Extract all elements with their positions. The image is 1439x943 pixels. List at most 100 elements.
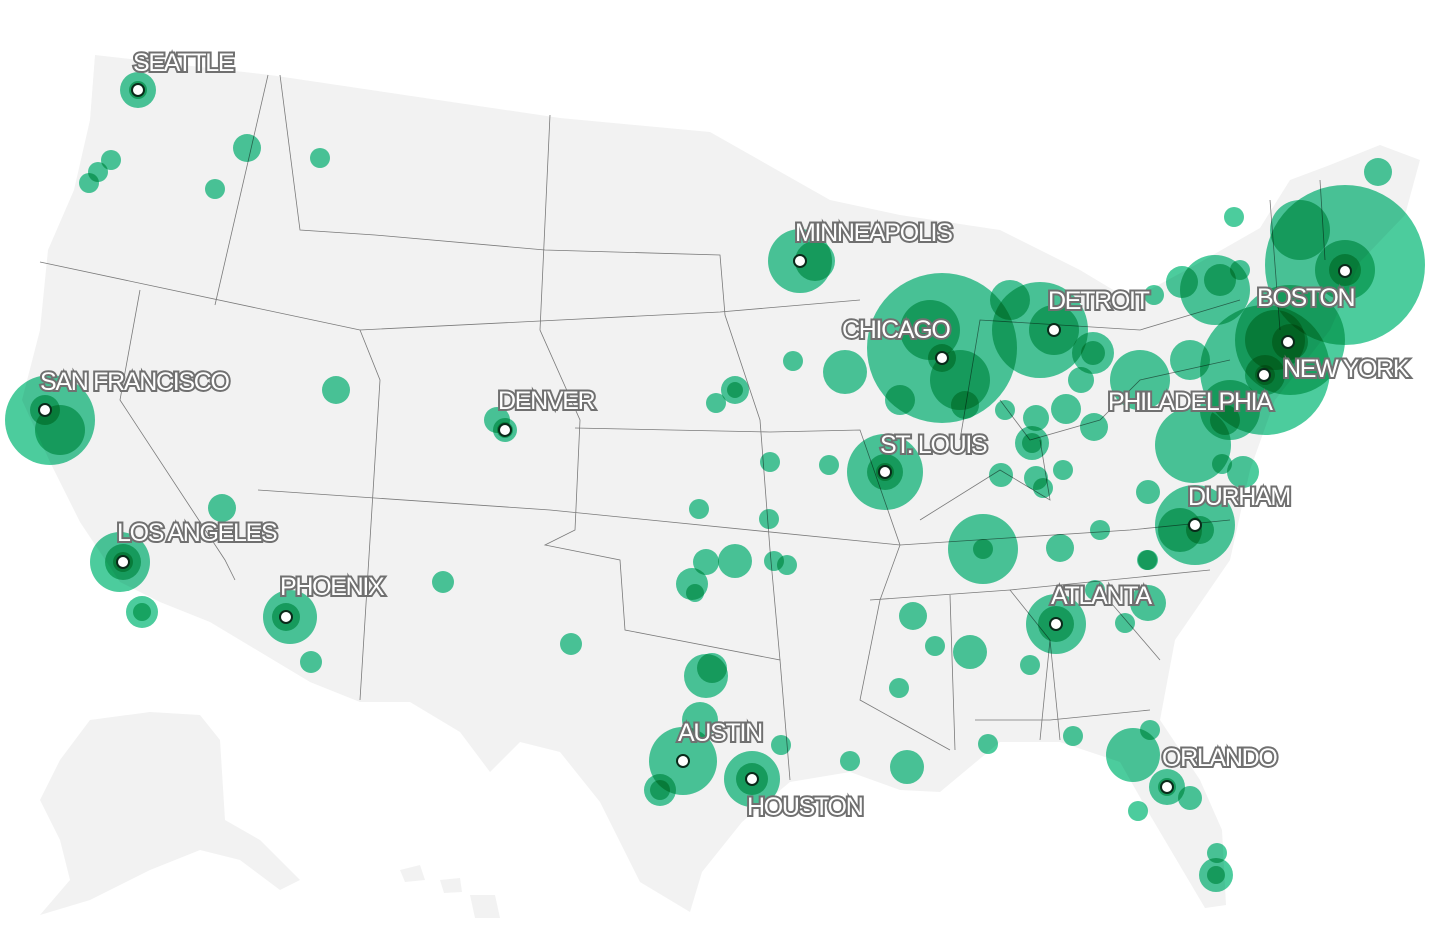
bubble-marker [1207,843,1227,863]
bubble-marker [1110,350,1170,410]
bubble-marker [890,750,924,784]
city-label-minneapolis: MINNEAPOLIS [795,219,952,247]
city-dot-marker [1188,518,1202,532]
bubble-marker [1158,508,1202,552]
city-label-new-york: NEW YORK [1283,355,1410,383]
bubble-marker [1033,478,1053,498]
bubble-marker [759,509,779,529]
bubble-marker [706,393,726,413]
city-label-seattle: SEATTLE [133,49,234,77]
bubble-marker [951,391,979,419]
contiguous-us-landmass [22,55,1420,912]
bubble-marker [953,635,987,669]
city-dot-marker [1049,617,1063,631]
bubble-marker [1063,726,1083,746]
city-dot-marker [1257,368,1271,382]
bubble-marker [310,148,330,168]
city-label-boston: BOSTON [1257,284,1355,312]
bubble-marker [1085,580,1105,600]
city-label-houston: HOUSTON [747,793,863,821]
bubble-marker [1115,613,1135,633]
state-borders [39,74,1326,781]
bubble-marker [1081,341,1105,365]
bubble-marker [1051,394,1081,424]
city-label-atlanta: ATLANTA [1051,582,1152,610]
city-label-san-francisco: SAN FRANCISCO [40,368,230,396]
bubble-marker [899,602,927,630]
city-label-detroit: DETROIT [1048,287,1150,315]
bubble-marker [1224,207,1244,227]
city-dot-marker [1338,264,1352,278]
bubble-marker [1270,200,1330,260]
bubble-marker [823,350,867,394]
bubble-marker [322,376,350,404]
bubble-marker [1080,413,1108,441]
bubble-marker [989,463,1013,487]
bubble-marker [1023,405,1049,431]
bubble-marker [133,603,151,621]
bubble-marker [1090,520,1110,540]
city-label-philadelphia: PHILADELPHIA [1108,388,1273,416]
bubble-marker [1140,720,1160,740]
bubble-marker [1207,866,1225,884]
bubble-marker [1046,534,1074,562]
city-dot-marker [793,254,807,268]
city-label-st-louis: ST. LOUIS [880,431,987,459]
city-dot-marker [676,754,690,768]
bubble-marker [795,241,835,281]
bubble-marker [783,351,803,371]
bubble-marker [101,150,121,170]
bubble-marker [1227,456,1259,488]
bubble-marker [1144,285,1164,305]
bubble-marker [79,173,99,193]
bubble-marker [1130,585,1166,621]
bubble-marker [682,702,718,738]
bubble-marker [300,651,322,673]
bubble-marker [1136,480,1160,504]
city-label-orlando: ORLANDO [1162,744,1277,772]
bubble-marker [990,280,1030,320]
bubble-marker [727,382,743,398]
city-labels: SEATTLE MINNEAPOLIS CHICAGO DETROIT BOST… [38,47,1413,823]
bubble-marker [819,455,839,475]
bubble-marker [650,780,670,800]
bubble-marker [208,494,236,522]
bubble-marker [1166,266,1198,298]
city-label-austin: AUSTIN [678,719,762,747]
city-label-chicago: CHICAGO [842,316,950,344]
city-dot-marker [745,772,759,786]
bubble-marker [1230,260,1250,280]
bubble-marker [718,544,752,578]
bubble-marker [686,584,704,602]
bubble-marker [1068,367,1094,393]
basemap [22,55,1420,918]
city-dot-marker [498,423,512,437]
city-label-los-angeles: LOS ANGELES [117,519,277,547]
city-dot-layer [38,83,1352,794]
bubble-marker [1178,786,1202,810]
city-dot-marker [38,403,52,417]
bubble-marker [973,539,993,559]
bubble-marker [693,549,719,575]
city-dot-marker [1047,323,1061,337]
bubble-marker [205,179,225,199]
alaska-landmass [40,712,300,915]
bubble-marker [840,751,860,771]
city-dot-marker [1281,335,1295,349]
bubble-marker [760,452,780,472]
bubble-marker [1022,433,1042,453]
bubble-marker [560,633,582,655]
city-dot-marker [1160,780,1174,794]
bubble-marker [1053,460,1073,480]
bubble-marker [995,400,1015,420]
bubble-marker [889,678,909,698]
city-dot-marker [935,351,949,365]
bubble-marker [1212,454,1232,474]
city-dot-marker [116,555,130,569]
city-label-denver: DENVER [498,387,595,415]
bubble-marker [771,735,791,755]
hawaii-landmass [400,865,500,918]
bubble-marker [689,499,709,519]
bubble-marker [1106,728,1160,782]
bubble-marker [885,385,915,415]
